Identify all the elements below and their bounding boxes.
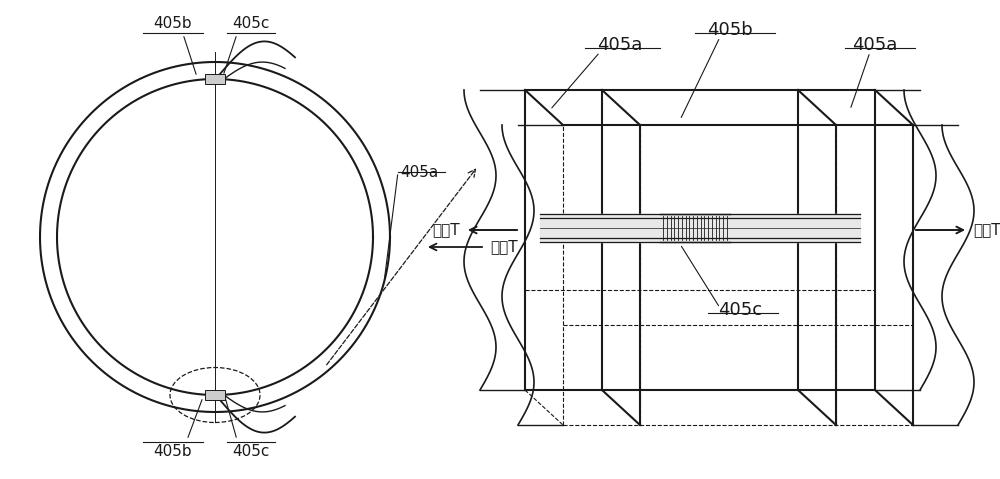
Bar	[205, 74, 225, 84]
Text: 405a: 405a	[852, 36, 898, 54]
Text: 405a: 405a	[597, 36, 643, 54]
Text: 405c: 405c	[232, 16, 270, 31]
Text: 405b: 405b	[154, 444, 192, 459]
Text: 拉力T: 拉力T	[973, 223, 1000, 238]
Text: 405b: 405b	[154, 16, 192, 31]
Text: 拉力T: 拉力T	[490, 240, 518, 254]
Text: 405b: 405b	[707, 21, 753, 39]
Text: 405c: 405c	[232, 444, 270, 459]
Text: 405c: 405c	[718, 301, 762, 319]
Text: 拉力T: 拉力T	[432, 223, 460, 238]
Bar	[205, 390, 225, 400]
Text: 405a: 405a	[400, 164, 438, 180]
